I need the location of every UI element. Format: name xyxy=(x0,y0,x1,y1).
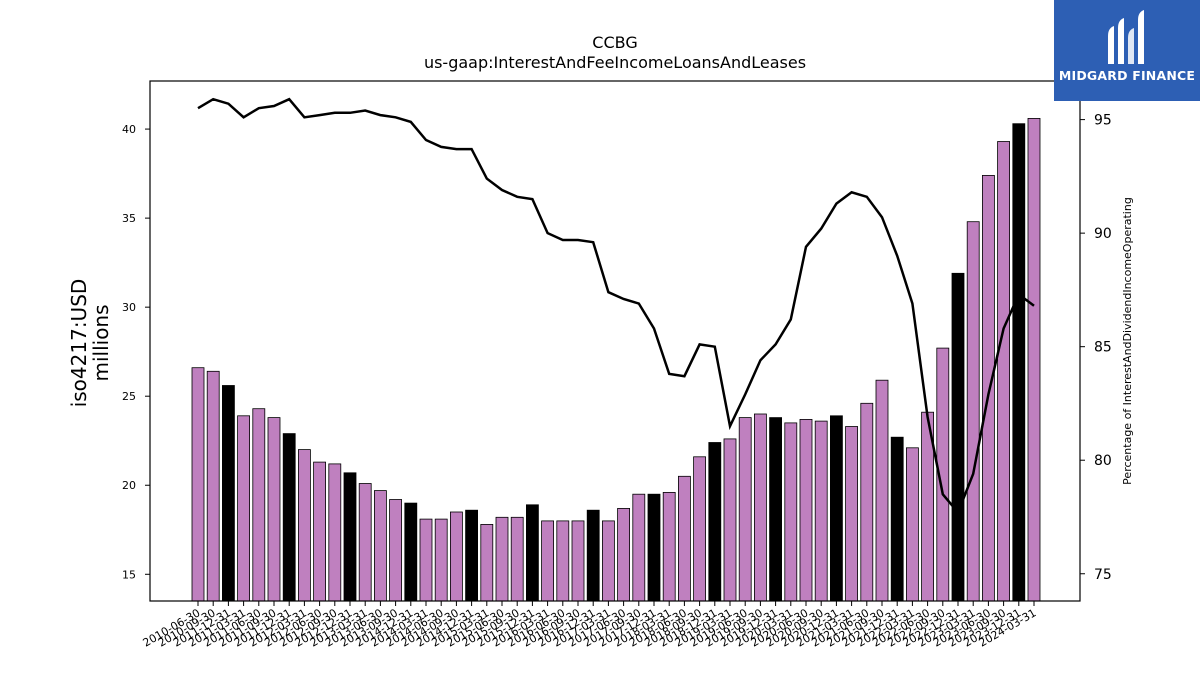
bar xyxy=(480,524,494,602)
bar xyxy=(282,433,296,602)
axes-layer: 15202530354075808590952010-06-302010-09-… xyxy=(122,80,1112,650)
line-layer xyxy=(197,97,1035,515)
y-tick-label-left: 30 xyxy=(122,301,136,314)
y-tick-label-left: 20 xyxy=(122,479,136,492)
bar xyxy=(313,461,327,602)
bar xyxy=(617,507,630,602)
bar xyxy=(632,493,646,602)
bar xyxy=(693,456,706,602)
bar xyxy=(434,518,448,602)
bar xyxy=(191,367,205,602)
bar xyxy=(404,502,418,602)
logo-mark-icon xyxy=(1108,10,1144,64)
bar xyxy=(769,417,782,602)
bar xyxy=(297,449,311,602)
bar xyxy=(373,490,387,602)
bar xyxy=(1027,118,1041,602)
brand-logo: MIDGARD FINANCE xyxy=(1054,0,1200,101)
logo-text: MIDGARD FINANCE xyxy=(1058,68,1196,83)
y-tick-label-right: 90 xyxy=(1094,226,1112,242)
bar xyxy=(906,447,919,602)
bar xyxy=(221,385,235,602)
bar xyxy=(875,379,889,602)
bar xyxy=(678,475,691,602)
bar xyxy=(526,504,539,602)
bar xyxy=(419,518,433,602)
bar xyxy=(1012,123,1026,602)
y-tick-label-left: 40 xyxy=(122,123,136,136)
bar xyxy=(252,408,266,602)
series-line xyxy=(197,97,1035,515)
bar xyxy=(723,438,737,602)
bar xyxy=(343,472,357,602)
bar xyxy=(799,418,813,602)
bar xyxy=(890,436,904,602)
bar xyxy=(571,520,585,602)
bar xyxy=(328,463,342,602)
bar xyxy=(541,520,554,602)
bar xyxy=(860,402,874,602)
bar xyxy=(267,417,281,602)
bar xyxy=(966,221,980,602)
bar xyxy=(738,417,752,602)
bar xyxy=(449,511,463,602)
bar xyxy=(845,426,858,602)
y-tick-label-left: 25 xyxy=(122,390,136,403)
bar xyxy=(389,499,403,602)
bar xyxy=(784,422,798,602)
y-tick-label-right: 75 xyxy=(1094,567,1112,583)
bar xyxy=(997,141,1010,602)
bars-layer xyxy=(191,118,1041,602)
bar xyxy=(237,415,251,602)
bar xyxy=(830,415,843,602)
bar xyxy=(708,442,722,602)
y-tick-label-right: 80 xyxy=(1094,453,1112,469)
bar xyxy=(358,483,372,602)
bar xyxy=(662,491,676,602)
y-tick-label-left: 15 xyxy=(122,568,136,581)
bar xyxy=(814,420,828,602)
bar xyxy=(495,516,509,602)
chart-subtitle: us-gaap:InterestAndFeeIncomeLoansAndLeas… xyxy=(424,53,806,72)
bar xyxy=(465,509,479,602)
y-axis-label-left: iso4217:USDmillions xyxy=(67,279,113,408)
bar xyxy=(510,516,524,602)
bar xyxy=(754,413,767,602)
y-axis-label-right: Percentage of InterestAndDividendIncomeO… xyxy=(1121,197,1134,485)
bar xyxy=(951,272,965,602)
y-tick-label-right: 85 xyxy=(1094,340,1112,356)
plot-frame xyxy=(149,80,1081,602)
bar xyxy=(206,370,220,602)
chart-title: CCBG xyxy=(592,33,637,52)
y-tick-label-right: 95 xyxy=(1094,113,1112,129)
bar xyxy=(556,520,570,602)
bar xyxy=(647,493,661,602)
y-tick-label-left: 35 xyxy=(122,212,136,225)
bar xyxy=(586,509,600,602)
bar xyxy=(602,520,615,602)
bar xyxy=(982,174,995,602)
